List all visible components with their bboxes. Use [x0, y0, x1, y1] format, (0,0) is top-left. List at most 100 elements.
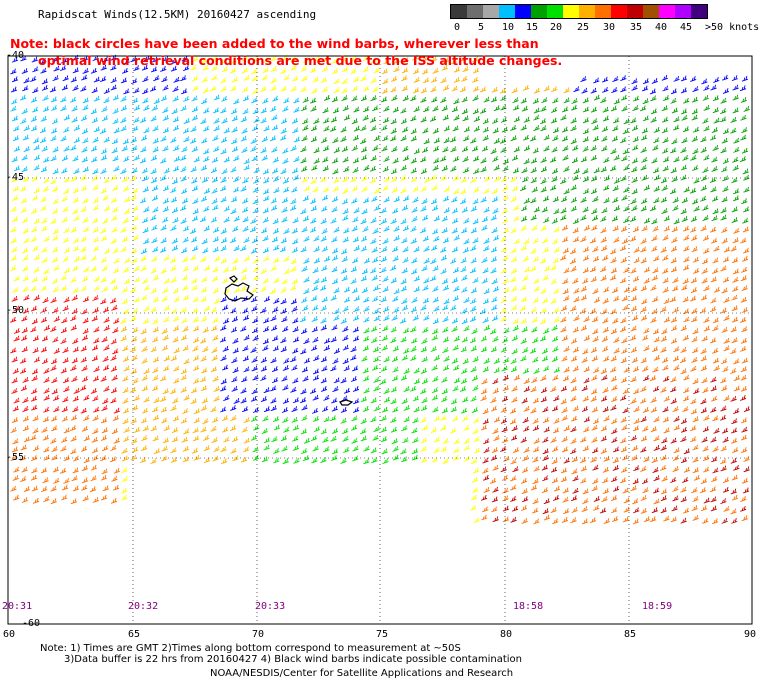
wind-barb	[550, 278, 557, 285]
wind-barb	[142, 97, 149, 104]
wind-barb	[629, 235, 637, 242]
wind-barb	[233, 397, 240, 404]
wind-barb	[93, 337, 100, 344]
wind-barb	[682, 264, 690, 271]
wind-barb	[72, 67, 79, 74]
wind-barb	[61, 317, 68, 324]
wind-barb	[511, 348, 518, 355]
wind-barb	[451, 217, 459, 224]
wind-barb	[240, 397, 247, 404]
wind-barb	[691, 307, 698, 314]
wind-barb	[612, 464, 619, 471]
wind-barb	[710, 297, 717, 304]
wind-barb	[469, 267, 477, 274]
wind-barb	[121, 467, 128, 474]
wind-barb	[501, 437, 509, 444]
wind-barb	[69, 425, 77, 432]
wind-barb	[463, 126, 471, 133]
wind-barb	[30, 305, 38, 312]
wind-barb	[533, 285, 540, 292]
wind-barb	[380, 256, 388, 262]
wind-barb	[291, 364, 298, 371]
wind-barb	[400, 135, 407, 142]
wind-barb	[300, 157, 307, 164]
wind-barb	[50, 127, 58, 134]
wind-barb	[482, 267, 489, 274]
wind-barb	[730, 127, 737, 134]
wind-barb	[591, 215, 599, 221]
wind-barb	[472, 218, 479, 225]
wind-barb	[740, 417, 748, 424]
wind-barb	[721, 358, 728, 365]
wind-barb	[711, 237, 718, 244]
note-line-2: optimal wind retrieval conditions are me…	[38, 53, 563, 68]
wind-barb	[562, 288, 569, 295]
wind-barb	[311, 457, 318, 464]
wind-barb	[350, 266, 357, 273]
wind-barb	[382, 238, 389, 245]
wind-barb	[612, 485, 620, 492]
wind-barb	[202, 327, 209, 333]
wind-barb	[211, 198, 218, 205]
wind-barb	[432, 145, 440, 152]
wind-barb	[162, 107, 169, 113]
wind-barb	[13, 328, 21, 334]
wind-barb	[142, 88, 149, 95]
footer-credit: NOAA/NESDIS/Center for Satellite Applica…	[210, 668, 514, 679]
wind-barb	[662, 406, 669, 413]
wind-barb	[680, 517, 687, 524]
wind-barb	[390, 176, 398, 183]
wind-barb	[60, 274, 67, 281]
wind-barb	[441, 396, 448, 403]
wind-barb	[653, 354, 660, 361]
wind-barb	[160, 267, 167, 274]
wind-barb	[610, 308, 617, 315]
wind-barb	[140, 328, 147, 335]
wind-barb	[282, 177, 289, 184]
wind-barb	[220, 378, 228, 385]
wind-barb	[693, 268, 700, 274]
wind-barb	[373, 405, 380, 412]
wind-barb	[483, 288, 490, 295]
wind-barb	[743, 406, 751, 412]
wind-barb	[199, 216, 207, 223]
wind-barb	[191, 106, 199, 113]
wind-barb	[233, 245, 240, 252]
wind-barb	[71, 376, 78, 382]
wind-barb	[700, 407, 708, 414]
wind-barb	[681, 137, 688, 144]
wind-barb	[252, 335, 259, 341]
wind-barb	[663, 316, 671, 323]
wind-barb	[313, 158, 320, 164]
wind-barb	[62, 256, 69, 262]
wind-barb	[283, 255, 290, 262]
wind-barb	[543, 217, 550, 223]
wind-barb	[662, 234, 669, 241]
wind-barb	[190, 166, 197, 173]
wind-barb	[52, 286, 59, 293]
wind-barb	[500, 176, 508, 183]
wind-barb	[643, 184, 650, 191]
wind-barb	[520, 437, 527, 443]
wind-barb	[129, 175, 137, 182]
wind-barb	[551, 324, 558, 331]
scale-swatch	[499, 5, 515, 18]
wind-barb	[571, 507, 578, 513]
wind-barb	[73, 125, 80, 131]
wind-barb	[69, 96, 77, 103]
wind-barb	[352, 335, 360, 342]
wind-barb	[333, 87, 340, 94]
wind-barb	[579, 457, 587, 463]
wind-barb	[521, 496, 529, 503]
wind-barb	[502, 165, 509, 172]
wind-barb	[170, 457, 178, 463]
wind-barb	[332, 168, 339, 175]
wind-barb	[141, 375, 148, 381]
wind-barb	[241, 267, 248, 274]
wind-barb	[441, 407, 449, 414]
wind-barb	[493, 358, 500, 364]
wind-barb	[103, 385, 110, 392]
wind-barb	[510, 366, 518, 373]
wind-barb	[610, 165, 617, 172]
